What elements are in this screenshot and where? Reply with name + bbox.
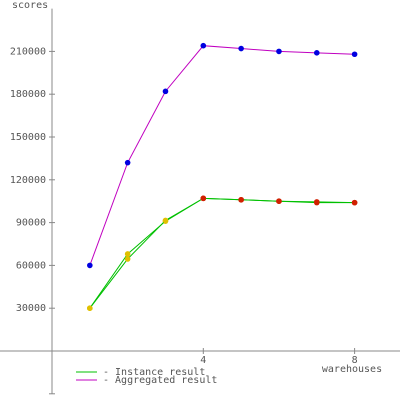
point [351, 199, 358, 206]
y-tick-label: 180000 [10, 89, 46, 100]
point [87, 262, 93, 269]
point [238, 196, 244, 203]
x-tick-label: 8 [352, 355, 358, 366]
point [238, 45, 244, 52]
point [276, 48, 282, 55]
series-line [89, 197, 355, 309]
y-tick-label: 30000 [16, 303, 46, 314]
point [200, 42, 207, 49]
point [313, 50, 320, 56]
x-axis-label: warehouses [322, 364, 382, 375]
legend-label: - Aggregated result [103, 375, 217, 386]
point [124, 251, 131, 257]
point [276, 198, 282, 204]
point [351, 51, 358, 58]
y-tick-label: 210000 [10, 46, 46, 57]
point [124, 256, 131, 262]
y-axis-label: scores [12, 0, 48, 11]
y-tick-label: 60000 [16, 260, 46, 271]
point [162, 88, 169, 95]
point [313, 199, 320, 206]
x-tick-label: 4 [200, 355, 206, 366]
point [87, 305, 93, 312]
point [162, 217, 169, 224]
y-tick-label: 90000 [16, 218, 46, 229]
legend-label: - Instance result [103, 367, 205, 378]
y-tick-label: 150000 [10, 132, 46, 143]
y-tick-label: 120000 [10, 175, 46, 186]
point [200, 195, 207, 202]
point [124, 159, 131, 166]
series-line [89, 45, 355, 266]
